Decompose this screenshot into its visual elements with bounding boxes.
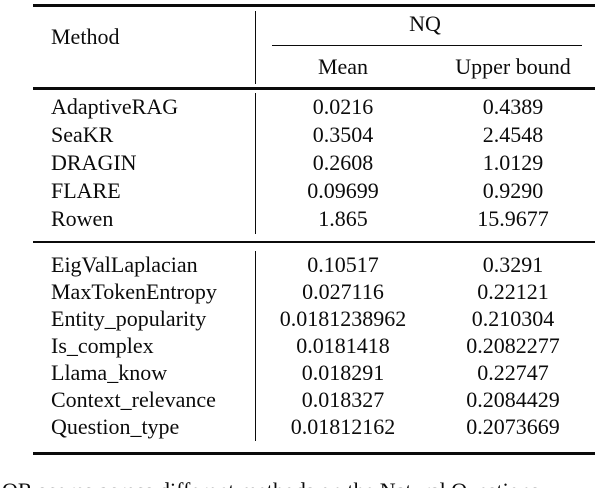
- method-cell: Rowen: [51, 206, 114, 231]
- method-cell: EigValLaplacian: [51, 251, 198, 277]
- mean-value-cell: 0.2608: [312, 150, 374, 175]
- table-bottom-rule: [33, 452, 595, 455]
- table-row: Rowen 1.865 15.9677: [33, 205, 595, 233]
- method-cell: FLARE: [51, 178, 121, 203]
- upper-bound-value-cell: 0.3291: [482, 251, 544, 277]
- method-cell: Question_type: [51, 413, 180, 439]
- block1-column-divider: [254, 92, 257, 234]
- mean-value-cell: 0.10517: [307, 251, 379, 277]
- table-row: Question_type 0.01812162 0.2073669: [33, 413, 595, 440]
- mean-value-cell: 0.3504: [312, 122, 374, 147]
- table-row: Is_complex 0.0181418 0.2082277: [33, 332, 595, 359]
- method-cell: DRAGIN: [51, 150, 137, 175]
- method-cell: AdaptiveRAG: [51, 94, 179, 119]
- method-column-header: Method: [51, 24, 120, 49]
- method-cell: SeaKR: [51, 122, 114, 147]
- mean-value-cell: 0.027116: [302, 278, 384, 304]
- upper-bound-value-cell: 15.9677: [477, 206, 549, 231]
- table-row: Llama_know 0.018291 0.22747: [33, 359, 595, 386]
- subheader-row: Mean Upper bound: [33, 52, 595, 81]
- method-cell: Llama_know: [51, 359, 168, 385]
- mean-value-cell: 0.09699: [307, 178, 379, 203]
- header-bottom-rule: [33, 87, 595, 90]
- baseline-methods-block: AdaptiveRAG 0.0216 0.4389 SeaKR 0.3504 2…: [33, 93, 595, 233]
- block-separator-rule: [33, 241, 595, 243]
- upper-bound-value-cell: 0.4389: [482, 94, 544, 119]
- table-top-rule: [33, 4, 595, 7]
- table-row: Entity_popularity 0.0181238962 0.210304: [33, 305, 595, 332]
- table-row: AdaptiveRAG 0.0216 0.4389: [33, 93, 595, 121]
- upper-bound-column-header: Upper bound: [455, 53, 571, 79]
- mean-value-cell: 0.018291: [301, 359, 385, 385]
- method-cell: MaxTokenEntropy: [51, 278, 217, 304]
- header-column-divider: [254, 11, 257, 84]
- method-cell: Is_complex: [51, 332, 154, 358]
- upper-bound-value-cell: 0.22121: [477, 278, 549, 304]
- table-row: Context_relevance 0.018327 0.2084429: [33, 386, 595, 413]
- feature-methods-block: EigValLaplacian 0.10517 0.3291 MaxTokenE…: [33, 251, 595, 440]
- group-column-header: NQ: [409, 11, 441, 36]
- figure-caption: QR scores across different methods on th…: [2, 478, 539, 488]
- mean-value-cell: 1.865: [318, 206, 368, 231]
- table-row: EigValLaplacian 0.10517 0.3291: [33, 251, 595, 278]
- upper-bound-value-cell: 0.2073669: [466, 413, 560, 439]
- mean-value-cell: 0.0181238962: [279, 305, 407, 331]
- group-header-underline: [272, 45, 582, 47]
- mean-value-cell: 0.0181418: [296, 332, 390, 358]
- block2-column-divider: [254, 250, 257, 441]
- mean-value-cell: 0.01812162: [290, 413, 396, 439]
- table-row: FLARE 0.09699 0.9290: [33, 177, 595, 205]
- table-row: MaxTokenEntropy 0.027116 0.22121: [33, 278, 595, 305]
- method-cell: Context_relevance: [51, 386, 216, 412]
- mean-value-cell: 0.0216: [312, 94, 374, 119]
- mean-value-cell: 0.018327: [301, 386, 385, 412]
- method-cell: Entity_popularity: [51, 305, 207, 331]
- table-row: DRAGIN 0.2608 1.0129: [33, 149, 595, 177]
- upper-bound-value-cell: 2.4548: [482, 122, 544, 147]
- upper-bound-value-cell: 0.2082277: [466, 332, 560, 358]
- upper-bound-value-cell: 0.2084429: [466, 386, 560, 412]
- upper-bound-value-cell: 1.0129: [482, 150, 544, 175]
- table-row: SeaKR 0.3504 2.4548: [33, 121, 595, 149]
- upper-bound-value-cell: 0.210304: [471, 305, 555, 331]
- upper-bound-value-cell: 0.22747: [477, 359, 549, 385]
- upper-bound-value-cell: 0.9290: [482, 178, 544, 203]
- mean-column-header: Mean: [317, 53, 369, 79]
